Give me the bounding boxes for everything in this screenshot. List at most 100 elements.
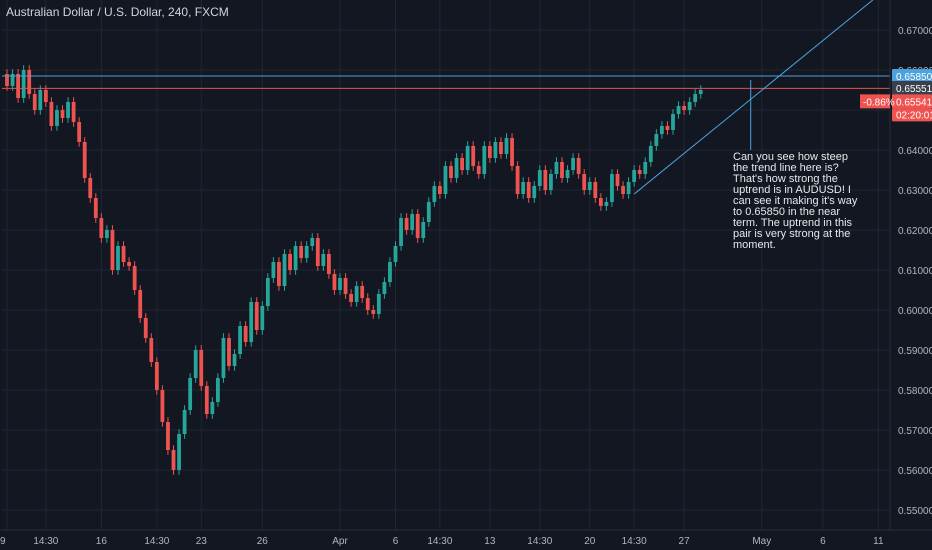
candle: [676, 106, 681, 114]
chart-drawings[interactable]: [2, 0, 890, 195]
price-label-box: [892, 80, 932, 95]
candle: [554, 162, 559, 174]
candle: [265, 278, 270, 306]
time-tick-label: 20: [584, 536, 596, 547]
change-badge: [860, 94, 890, 109]
countdown-box: [892, 108, 932, 122]
candle: [499, 142, 503, 154]
candle: [43, 90, 48, 102]
annotation-text[interactable]: Can you see how steep the trend line her…: [733, 151, 858, 251]
candle: [232, 354, 237, 366]
time-tick-label: 27: [679, 536, 691, 547]
candle: [354, 286, 359, 302]
candle: [410, 214, 415, 230]
candle: [615, 174, 620, 186]
candle: [643, 162, 648, 174]
candle: [82, 142, 87, 178]
candle: [449, 166, 453, 178]
candle: [549, 174, 553, 190]
candle: [227, 338, 231, 366]
candle: [560, 162, 564, 178]
time-axis[interactable]: 9 14:30 16 14:30 23 26 Apr 6 14:30 13 14:30 20 14:30…: [0, 529, 932, 550]
price-label-box: [892, 69, 932, 83]
candle: [654, 134, 659, 146]
candle: [27, 70, 32, 94]
candle: [21, 70, 26, 98]
price-axis[interactable]: 0.670000.660000.650000.640000.630000.620…: [860, 0, 932, 550]
candle: [576, 158, 581, 174]
candle: [693, 94, 698, 102]
trend-line: [633, 0, 874, 195]
candle: [310, 238, 315, 246]
candle: [243, 326, 248, 342]
candle: [376, 294, 381, 314]
candle: [210, 402, 215, 414]
candlestick-series: [5, 65, 703, 475]
candle: [304, 246, 309, 258]
candle: [288, 254, 292, 270]
candle: [55, 110, 59, 126]
candle: [604, 202, 609, 206]
time-tick-label: 14:30: [622, 536, 647, 547]
candle: [671, 114, 675, 130]
candle: [105, 230, 109, 238]
candle: [116, 246, 120, 270]
chart-title: Australian Dollar / U.S. Dollar, 240, FX…: [6, 5, 229, 19]
candle: [493, 142, 498, 158]
time-tick-label: 14:30: [527, 536, 552, 547]
candle: [332, 274, 337, 290]
candle: [293, 246, 298, 270]
candle: [277, 262, 281, 286]
candle: [260, 306, 265, 330]
candle: [432, 186, 437, 202]
candle: [698, 90, 703, 94]
time-tick-label: 16: [96, 536, 108, 547]
price-label: 0.65541: [896, 97, 932, 108]
candle: [99, 218, 104, 238]
candle: [438, 186, 442, 194]
candle: [204, 386, 209, 414]
candle: [221, 338, 226, 378]
change-label: -0.86%: [863, 97, 895, 108]
time-tick-label: 23: [196, 536, 208, 547]
price-tick-label: 0.58000: [898, 386, 932, 397]
candle: [16, 74, 20, 98]
candle: [299, 246, 304, 258]
candle: [216, 378, 220, 402]
price-tick-label: 0.57000: [898, 426, 932, 437]
candle: [327, 254, 331, 274]
candle: [249, 302, 254, 342]
candle: [110, 230, 115, 270]
candle: [399, 218, 403, 246]
time-tick-label: 9: [0, 536, 6, 547]
candle: [238, 326, 242, 354]
candle: [476, 166, 481, 174]
candle: [471, 146, 476, 166]
time-tick-label: 11: [873, 536, 884, 547]
candle: [349, 294, 353, 302]
candle: [626, 182, 631, 194]
candle: [421, 222, 426, 238]
candle: [454, 158, 459, 178]
candle: [510, 138, 514, 166]
candle: [388, 262, 392, 282]
candle: [426, 202, 431, 222]
candle: [593, 182, 598, 198]
candle: [343, 278, 348, 294]
candle: [571, 158, 575, 170]
candle: [77, 122, 82, 142]
candle: [149, 338, 154, 362]
candle: [632, 170, 637, 182]
candle: [32, 94, 37, 110]
candle: [532, 186, 537, 198]
candle: [504, 138, 509, 154]
candle: [565, 170, 570, 178]
candle: [487, 146, 492, 158]
price-tick-label: 0.61000: [898, 266, 932, 277]
candle: [143, 318, 148, 338]
candle: [687, 102, 692, 110]
candle: [199, 350, 204, 386]
candle: [321, 254, 326, 266]
candle: [121, 246, 126, 262]
